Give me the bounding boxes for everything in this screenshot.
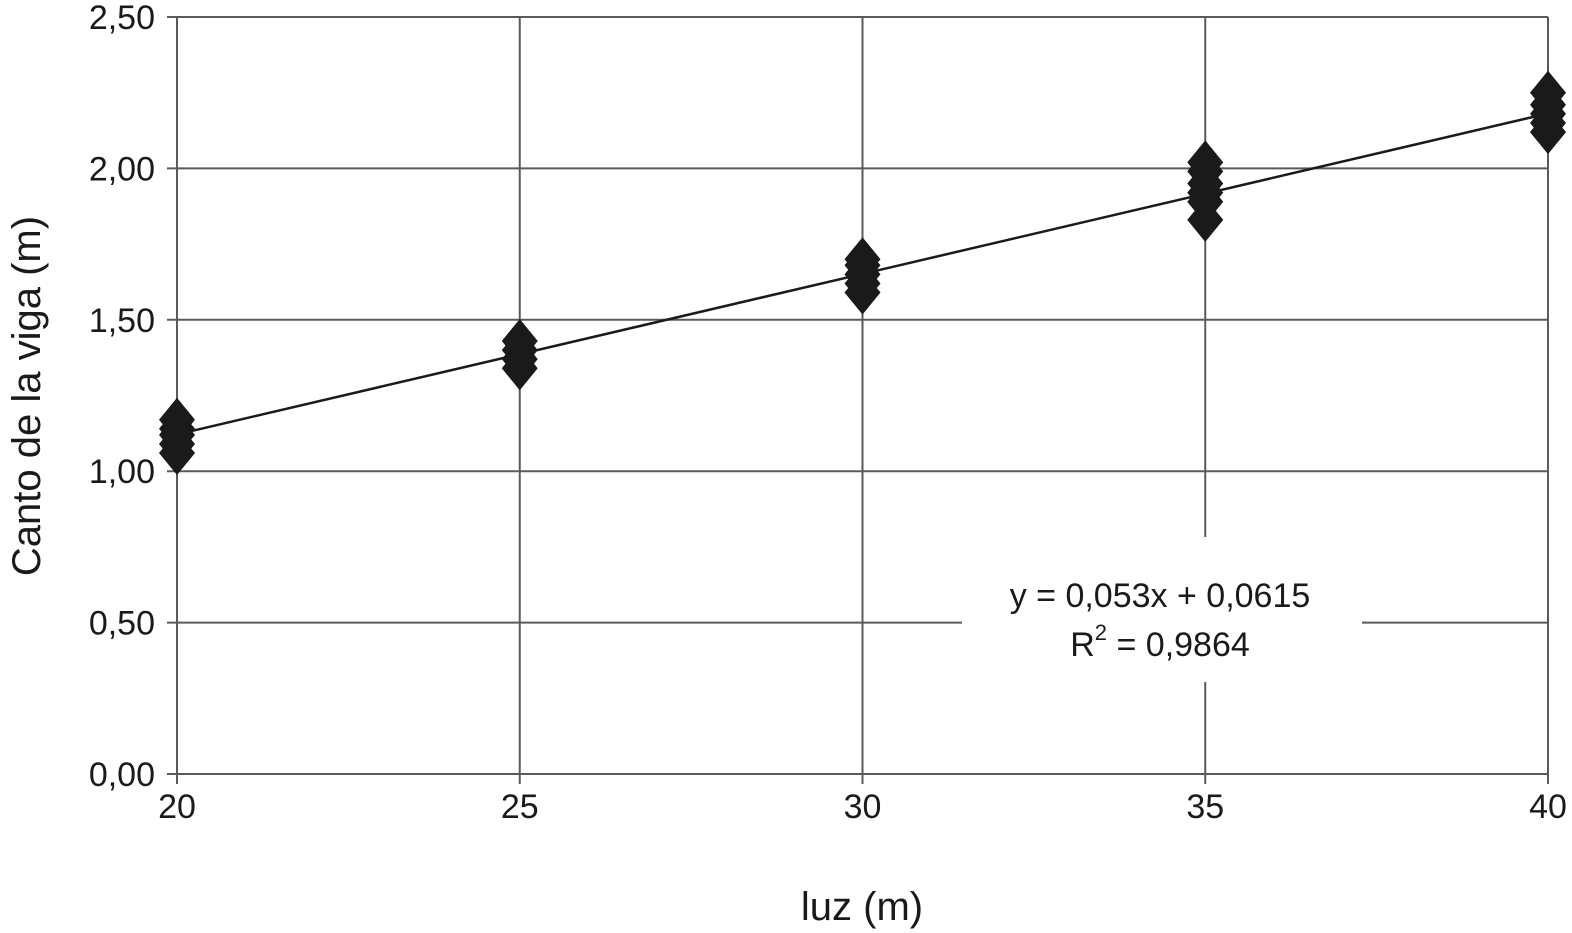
data-point-8 xyxy=(501,318,538,363)
x-tick-labels: 20 25 30 35 40 xyxy=(158,788,1567,826)
y-axis-title: Canto de la viga (m) xyxy=(5,216,49,576)
y-tick-label-5: 2,50 xyxy=(89,0,155,37)
data-point-13 xyxy=(844,237,881,282)
r-squared-r: R xyxy=(1070,626,1095,664)
data-points xyxy=(159,70,1566,476)
x-tick-label-1: 25 xyxy=(501,788,539,826)
data-point-19 xyxy=(1187,140,1224,185)
data-point-24 xyxy=(1530,70,1566,115)
x-tick-label-0: 20 xyxy=(158,788,196,826)
x-tick-label-2: 30 xyxy=(844,788,882,826)
equation-box: y = 0,053x + 0,0615 R2 = 0,9864 xyxy=(962,537,1362,682)
r-squared-superscript: 2 xyxy=(1095,620,1107,645)
y-tick-label-0: 0,00 xyxy=(89,756,155,794)
y-tick-label-4: 2,00 xyxy=(89,150,155,188)
y-tick-label-1: 0,50 xyxy=(89,605,155,643)
data-point-4 xyxy=(159,397,195,442)
x-tick-label-3: 35 xyxy=(1186,788,1224,826)
trendline-equation: y = 0,053x + 0,0615 xyxy=(1010,577,1311,615)
r-squared-label: R2 = 0,9864 xyxy=(1070,620,1250,664)
y-tick-label-3: 1,50 xyxy=(89,302,155,340)
x-tick-label-4: 40 xyxy=(1529,788,1567,826)
equation-background xyxy=(962,537,1362,682)
y-tick-labels: 0,00 0,50 1,00 1,50 2,00 2,50 xyxy=(89,0,155,794)
y-tick-label-2: 1,00 xyxy=(89,453,155,491)
x-axis-title: luz (m) xyxy=(801,885,923,929)
r-squared-value: = 0,9864 xyxy=(1107,626,1250,664)
